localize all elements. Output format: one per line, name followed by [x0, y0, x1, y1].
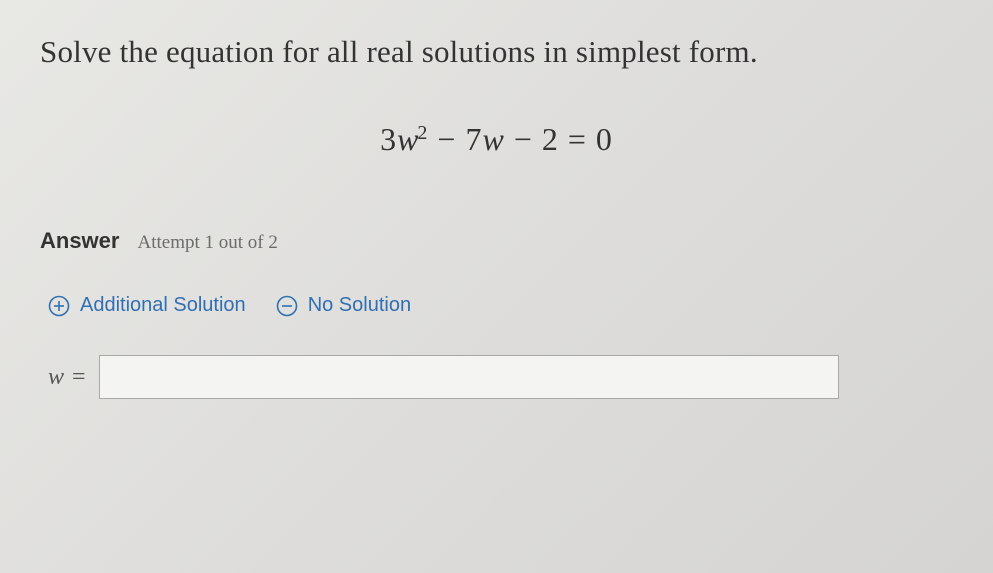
- rhs: 0: [596, 121, 613, 157]
- additional-solution-button[interactable]: Additional Solution: [48, 294, 246, 317]
- exp-a: 2: [417, 122, 428, 144]
- variable-w: w: [48, 364, 65, 390]
- answer-label: Answer: [40, 228, 119, 253]
- var-b: w: [482, 121, 504, 157]
- question-text: Solve the equation for all real solution…: [40, 30, 953, 73]
- options-row: Additional Solution No Solution: [48, 294, 953, 317]
- answer-input-row: w =: [48, 355, 953, 399]
- additional-solution-label: Additional Solution: [80, 294, 246, 317]
- no-solution-button[interactable]: No Solution: [276, 294, 411, 317]
- eq-sign: =: [568, 121, 587, 157]
- attempt-text: Attempt 1 out of 2: [137, 232, 277, 253]
- op1: −: [437, 121, 456, 157]
- coef-a: 3: [380, 121, 397, 157]
- answer-input[interactable]: [99, 355, 839, 399]
- variable-equals: =: [72, 364, 87, 390]
- equation-display: 3w2 − 7w − 2 = 0: [40, 121, 953, 158]
- plus-circle-icon: [48, 295, 70, 317]
- answer-header: Answer Attempt 1 out of 2: [40, 228, 953, 254]
- const-c: 2: [542, 121, 559, 157]
- minus-circle-icon: [276, 295, 298, 317]
- op2: −: [514, 121, 533, 157]
- coef-b: 7: [465, 121, 482, 157]
- no-solution-label: No Solution: [308, 294, 411, 317]
- variable-label: w =: [48, 364, 87, 391]
